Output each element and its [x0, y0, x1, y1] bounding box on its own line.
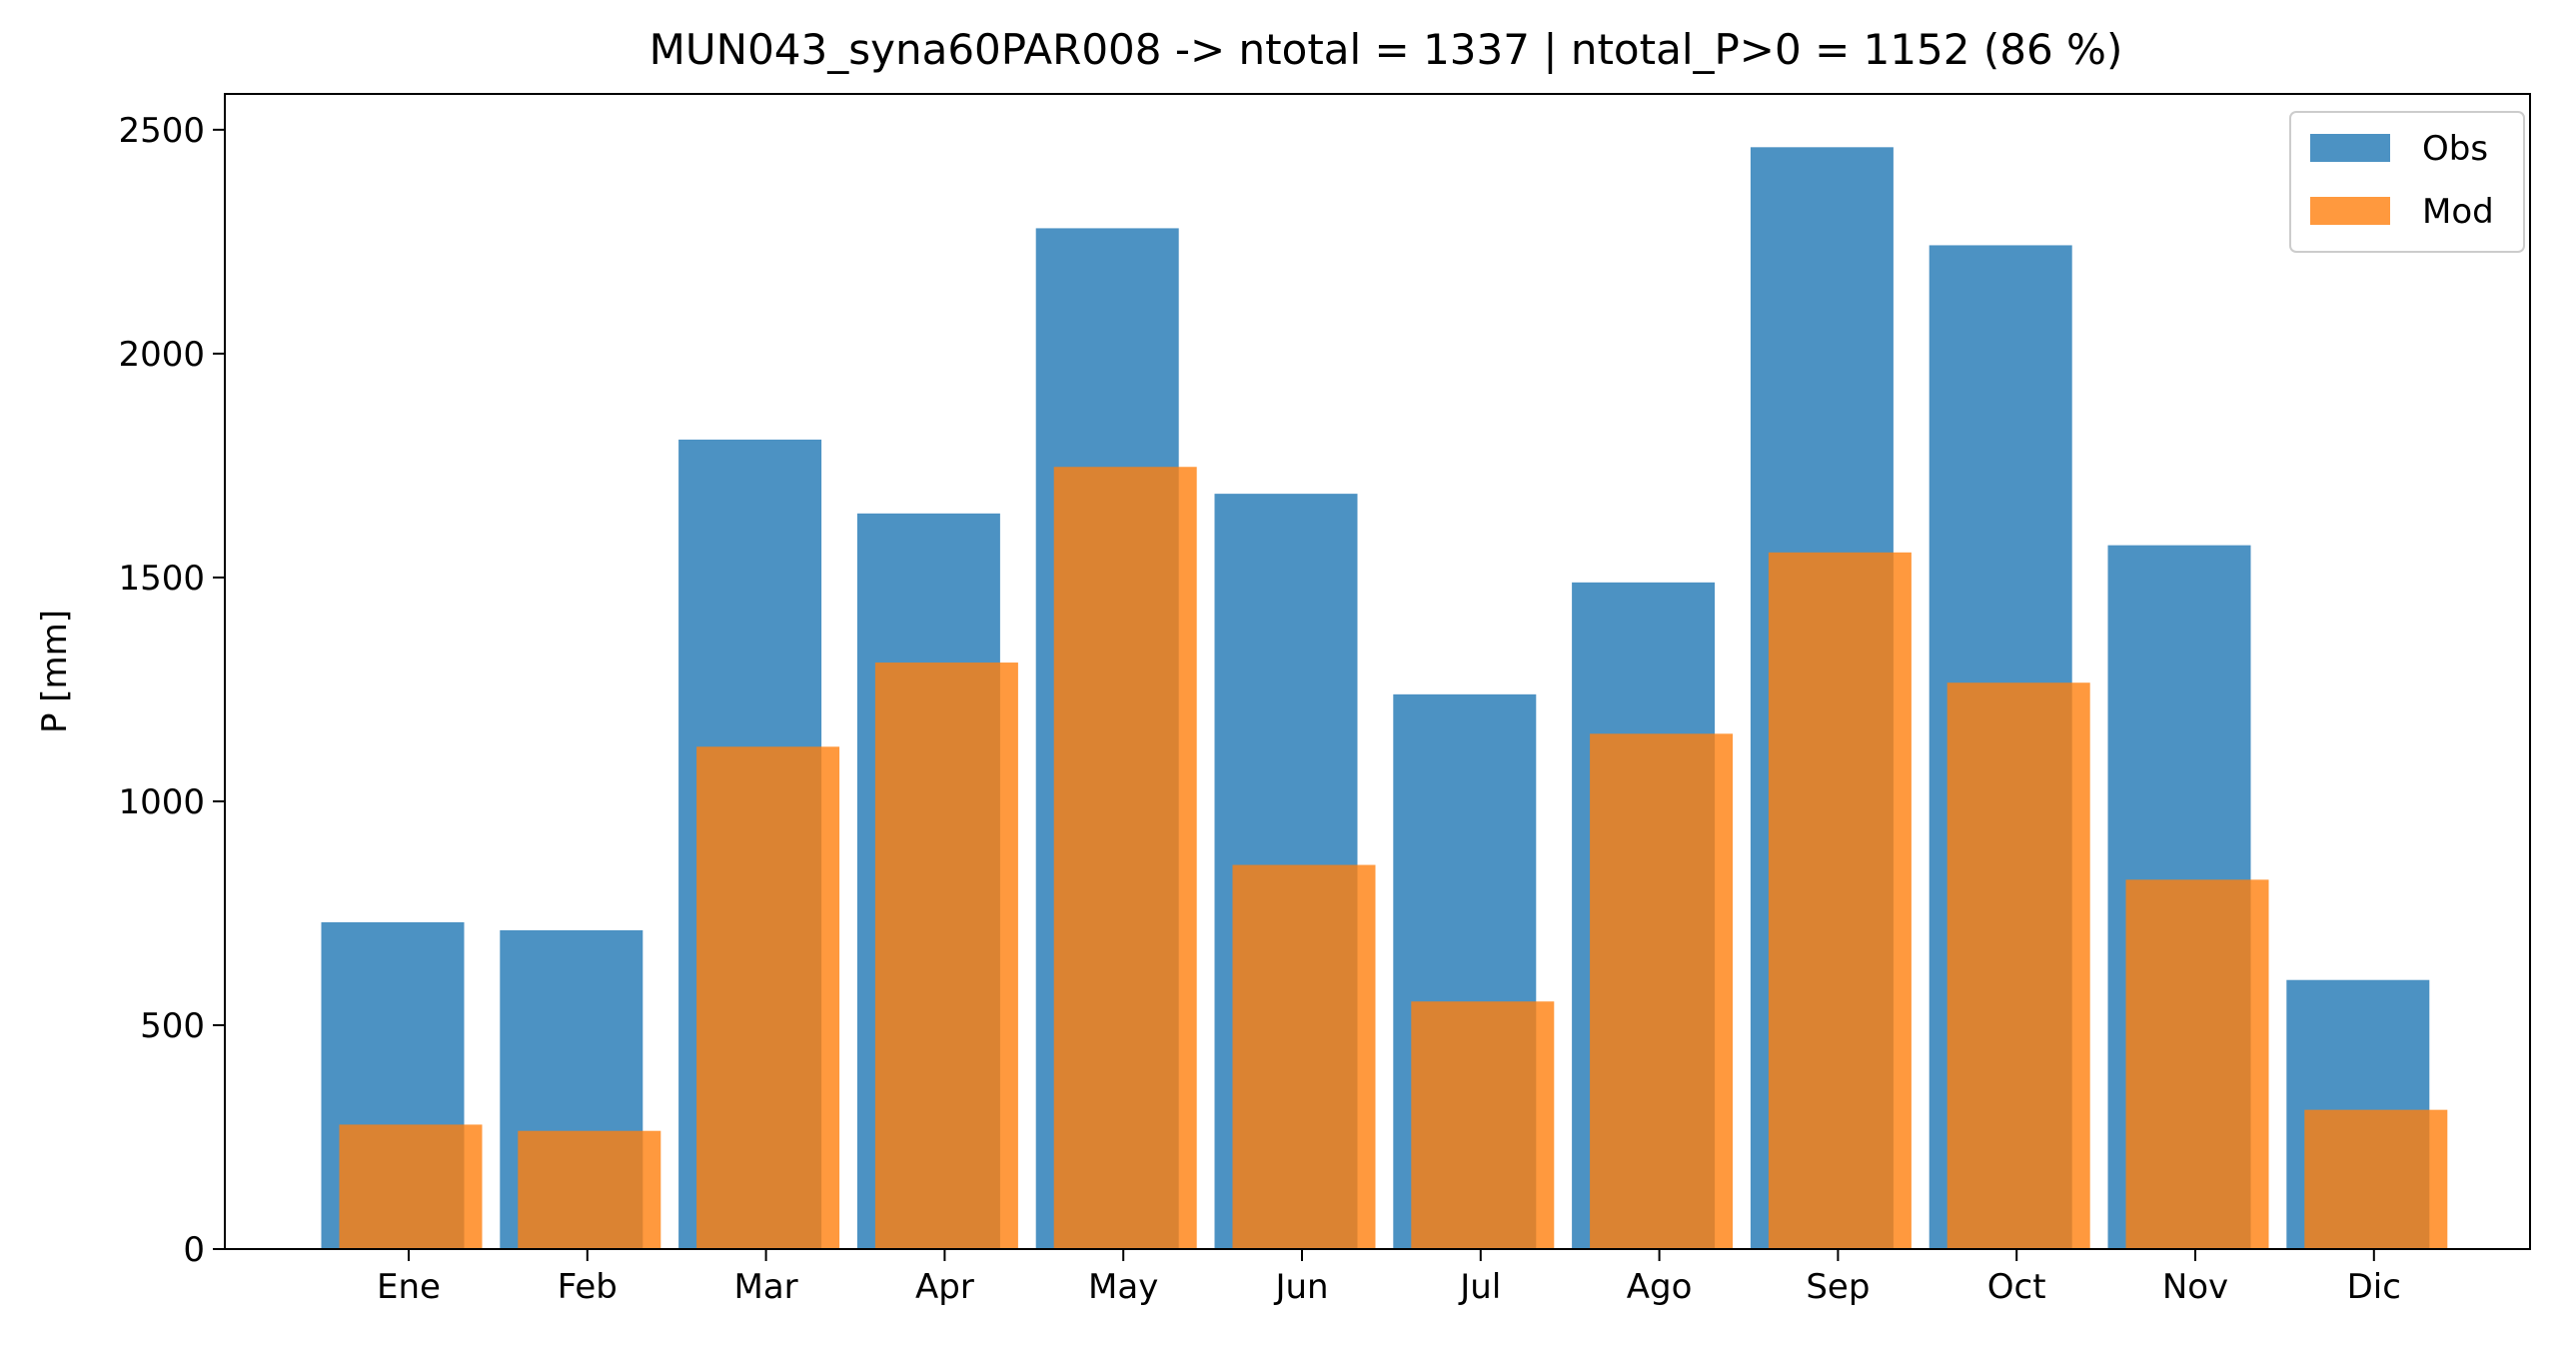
y-tick-label: 1500 — [118, 559, 205, 599]
legend-swatch-obs — [2310, 134, 2390, 162]
bar-mod-sep — [1768, 552, 1912, 1249]
bar-mod-apr — [874, 663, 1018, 1249]
legend: Obs Mod — [2289, 111, 2525, 253]
y-tick-label: 1000 — [118, 782, 205, 822]
legend-label-obs: Obs — [2422, 129, 2488, 169]
bar-mod-ago — [1590, 733, 1734, 1249]
y-axis-label: P [mm] — [35, 610, 75, 733]
bar-mod-nov — [2125, 879, 2269, 1249]
x-tick-label: Nov — [2162, 1267, 2228, 1307]
bar-mod-mar — [696, 746, 840, 1249]
bar-mod-feb — [518, 1130, 661, 1249]
x-tick-label: Jun — [1273, 1267, 1328, 1307]
x-tick-label: Mar — [734, 1267, 798, 1307]
x-tick-label: Sep — [1806, 1267, 1870, 1307]
x-tick-label: Ago — [1627, 1267, 1693, 1307]
y-tick-label: 2000 — [118, 335, 205, 375]
y-tick-label: 0 — [183, 1230, 205, 1270]
bar-mod-may — [1053, 467, 1197, 1249]
y-tick-label: 500 — [140, 1006, 205, 1046]
x-tick-label: Apr — [915, 1267, 974, 1307]
bar-mod-jul — [1411, 1001, 1555, 1249]
x-tick-label: Ene — [377, 1267, 441, 1307]
mod-series — [339, 467, 2448, 1249]
x-tick-label: May — [1088, 1267, 1158, 1307]
x-tick-label: Jul — [1458, 1267, 1501, 1307]
bar-mod-oct — [1946, 682, 2090, 1249]
x-tick-label: Dic — [2347, 1267, 2401, 1307]
y-tick-label: 2500 — [118, 111, 205, 151]
x-tick-label: Feb — [558, 1267, 618, 1307]
plot-frame — [224, 93, 2531, 1250]
y-axis: 0 500 1000 1500 2000 2500 — [118, 111, 225, 1270]
bar-mod-ene — [339, 1124, 483, 1249]
legend-swatch-mod — [2310, 197, 2390, 225]
x-tick-label: Oct — [1987, 1267, 2046, 1307]
bar-mod-jun — [1232, 864, 1376, 1249]
bar-mod-dic — [2304, 1109, 2448, 1249]
chart-title: MUN043_syna60PAR008 -> ntotal = 1337 | n… — [649, 25, 2123, 74]
x-axis: Ene Feb Mar Apr May Jun Jul Ago Sep Oct Nov Dic — [377, 1249, 2401, 1307]
legend-label-mod: Mod — [2422, 192, 2494, 232]
